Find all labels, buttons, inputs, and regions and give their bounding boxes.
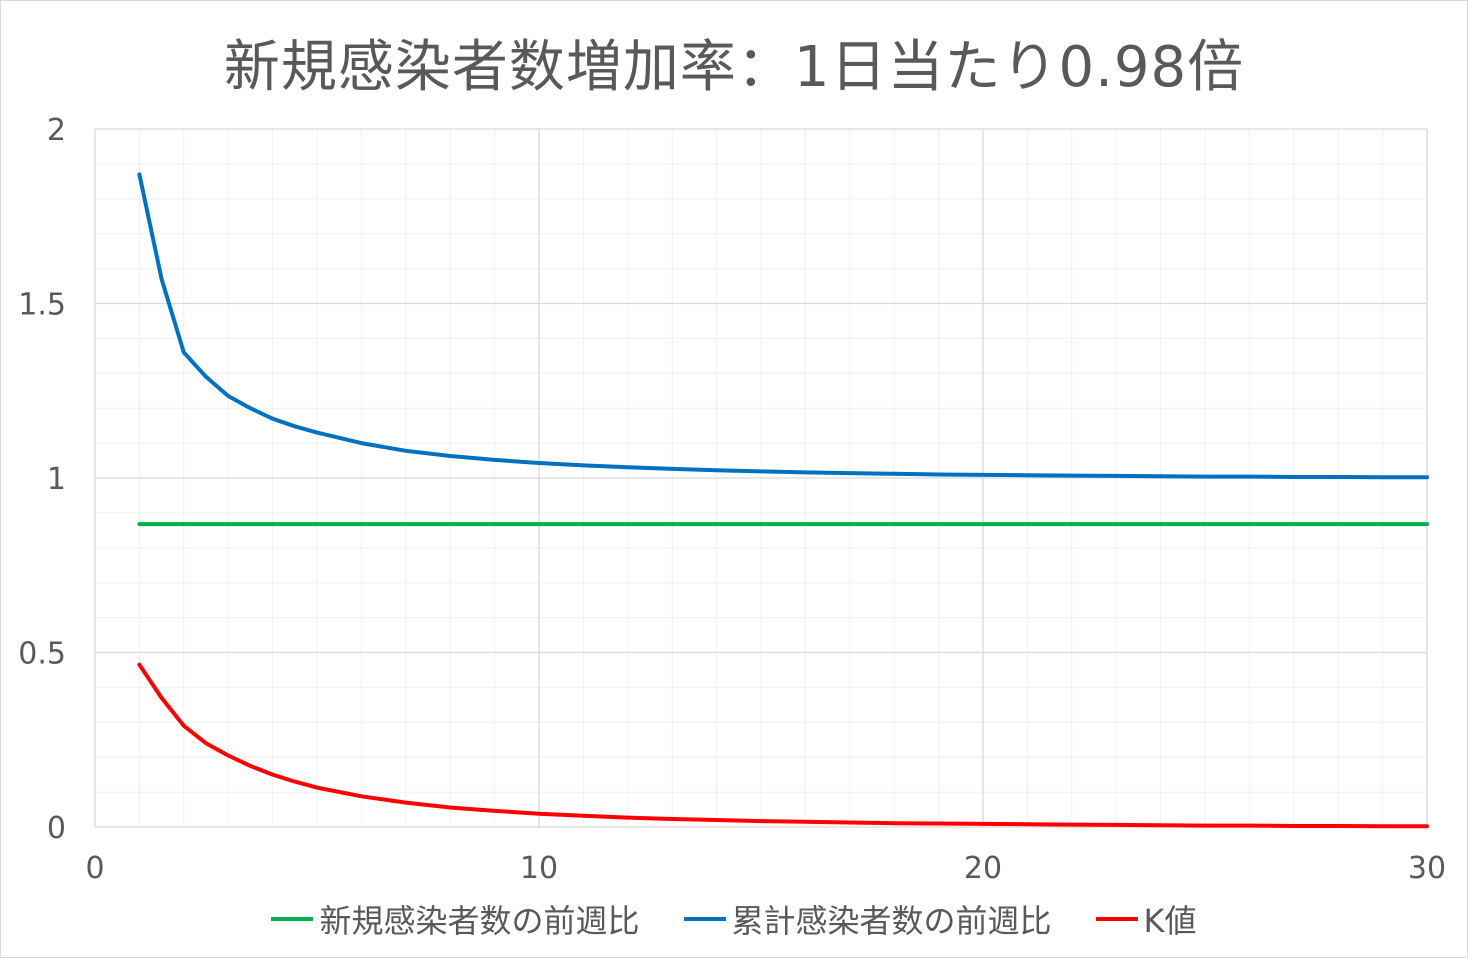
y-tick-label: 1.5: [18, 288, 66, 323]
y-tick-label: 0.5: [18, 637, 66, 672]
tick-labels: 0 10 20 30 0 0.5 1 1.5 2: [18, 113, 1446, 886]
y-tick-label: 1: [47, 462, 66, 497]
y-tick-label: 0: [47, 811, 66, 846]
series-line-2: [137, 662, 1429, 829]
series-lines: [137, 172, 1429, 829]
chart-title: 新規感染者数増加率：1日当たり0.98倍: [223, 35, 1245, 100]
legend-swatch-blue: [683, 917, 726, 921]
legend-item-k-value: K値: [1095, 896, 1197, 942]
legend-swatch-green: [271, 917, 314, 921]
x-tick-label: 20: [964, 851, 1002, 886]
legend-item-new-cases-weekly-ratio: 新規感染者数の前週比: [271, 896, 640, 942]
legend-label: K値: [1143, 902, 1197, 940]
legend-item-cumulative-weekly-ratio: 累計感染者数の前週比: [683, 896, 1052, 942]
x-tick-label: 10: [520, 851, 558, 886]
legend-label: 累計感染者数の前週比: [731, 902, 1052, 940]
x-tick-label: 30: [1408, 851, 1446, 886]
legend-swatch-red: [1095, 917, 1138, 921]
y-tick-label: 2: [47, 113, 66, 148]
legend: 新規感染者数の前週比 累計感染者数の前週比 K値: [0, 896, 1468, 942]
x-tick-label: 0: [85, 851, 104, 886]
series-line-1: [137, 172, 1429, 480]
legend-label: 新規感染者数の前週比: [319, 902, 640, 940]
